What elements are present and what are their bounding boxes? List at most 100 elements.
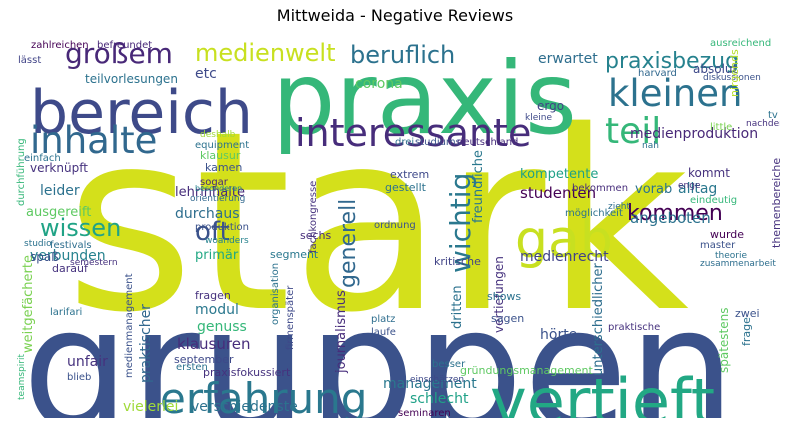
word-journalismus: journalismus [334, 290, 349, 374]
word-beruflich: beruflich [350, 41, 455, 69]
word-eindeutig: eindeutig [690, 195, 737, 206]
word-gruppen: gruppen [22, 271, 736, 418]
word-klausuren: klausuren [177, 335, 250, 353]
word-nachdem: nachdem [746, 119, 780, 129]
word-orientierung: orientierung [190, 194, 245, 204]
word-woanders: woanders [205, 236, 249, 246]
word-little: little [710, 122, 732, 133]
chart-title: Mittweida - Negative Reviews [276, 6, 514, 25]
word-praktische: praktische [608, 322, 660, 333]
word-lehrinhalte: lehrinhalte [175, 185, 245, 200]
word-theorie: theorie [715, 251, 747, 261]
word-lässt: lässt [18, 55, 41, 66]
word-zwei: zwei [735, 307, 760, 320]
word-alltag: alltag [678, 181, 717, 197]
word-leider: leider [40, 183, 80, 199]
word-unfair: unfair [67, 354, 108, 370]
word-besser: besser [432, 359, 466, 370]
word-nirgends: nirgends [728, 49, 741, 97]
word-unterschiedlicher: unterschiedlicher [591, 262, 606, 376]
word-teamspirit: teamspirit [17, 354, 27, 400]
word-festivals: festivals [50, 240, 92, 251]
word-equipment: equipment [195, 140, 249, 151]
word-möglichkeit: möglichkeit [565, 208, 623, 219]
word-extrem: extrem [390, 168, 429, 181]
word-studio: studio [24, 239, 52, 249]
word-blieb: blieb [67, 372, 91, 383]
word-studenten: studenten [520, 184, 596, 202]
word-vertieft: vertieft [490, 365, 715, 418]
word-master: master [700, 240, 736, 251]
word-fragen: fragen [195, 289, 231, 302]
word-studiums: studiums [415, 137, 461, 148]
word-enge: enge [678, 181, 701, 191]
word-hörte: hörte [540, 327, 577, 343]
word-erwartet: erwartet [538, 51, 598, 67]
word-klausur: klausur [200, 149, 241, 162]
word-praxisfokussiert: praxisfokussiert [203, 366, 291, 379]
word-kleine: kleine [525, 113, 552, 123]
word-generell: generell [336, 199, 361, 288]
word-schlecht: schlecht [410, 391, 469, 407]
word-kritische: kritische [434, 255, 481, 268]
word-absolut: absolut [693, 62, 738, 76]
word-wissen: wissen [40, 214, 121, 242]
word-stark: stark [65, 79, 689, 367]
word-gestellt: gestellt [385, 181, 427, 194]
word-zieht: zieht [608, 202, 630, 212]
word-verschiedenste: verschiedenste [191, 399, 298, 415]
word-management: management [383, 376, 477, 392]
word-modul: modul [195, 302, 239, 318]
word-sagen: sagen [491, 312, 524, 325]
word-organisation: organisation [270, 263, 281, 325]
word-laufe: laufe [371, 327, 396, 338]
word-einfach: einfach [24, 153, 61, 164]
word-ersten: ersten [176, 362, 208, 373]
word-zusammenarbeit: zusammenarbeit [700, 259, 776, 269]
word-shows: shows [487, 290, 521, 303]
word-medienproduktion: medienproduktion [630, 126, 758, 142]
word-kleinen: kleinen [608, 72, 742, 115]
word-darauf: darauf [52, 262, 89, 275]
word-erfahrung: erfahrung [160, 374, 367, 418]
word-inhalte: inhalte [30, 119, 157, 162]
word-larifari: larifari [50, 307, 82, 318]
word-platz: platz [371, 314, 395, 325]
word-corona: corona [355, 76, 403, 92]
word-oft: oft [195, 217, 230, 247]
word-medienrecht: medienrecht [520, 249, 609, 265]
word-besonderen: besonderen [195, 184, 242, 193]
word-seminaren: seminaren [398, 408, 451, 418]
word-fachkongresse: fachkongresse [308, 181, 319, 253]
word-deshalb: deshalb [200, 130, 236, 140]
word-september: september [174, 353, 234, 366]
word-primär: primär [195, 248, 239, 263]
word-praktischer: praktischer [138, 304, 154, 383]
word-bekommen: bekommen [572, 183, 628, 194]
word-deutschland: deutschland [457, 137, 518, 148]
word-kommen: kommen [627, 201, 723, 226]
word-dritten: dritten [450, 285, 465, 329]
word-weitgefächerte: weitgefächerte [21, 255, 36, 353]
word-praxisbezug: praxisbezug [605, 49, 739, 74]
word-themenbereiche: themenbereiche [770, 158, 780, 248]
word-firmenspäter: firmenspäter [285, 285, 296, 350]
word-wurde: wurde [710, 228, 744, 241]
word-kamen: kamen [205, 161, 242, 174]
word-semestern: semestern [70, 258, 118, 268]
word-segment: segment [270, 248, 319, 261]
word-spaß: spaß [30, 250, 59, 264]
word-vertiefungen: vertiefungen [492, 256, 506, 333]
word-angeboten: angeboten [630, 209, 711, 227]
word-ergo: ergo [537, 99, 564, 113]
word-teilvorlesungen: teilvorlesungen [85, 72, 178, 86]
word-gab: gab [515, 210, 613, 270]
word-produktion: produktion [195, 222, 249, 233]
word-interessante: interessante [295, 111, 531, 155]
word-zahlreichen: zahlreichen [31, 40, 89, 51]
word-harvard: harvard [638, 68, 677, 79]
word-sechs: sechs [300, 229, 332, 242]
word-sogar: sogar [200, 177, 229, 188]
word-vorab: vorab [635, 182, 672, 197]
